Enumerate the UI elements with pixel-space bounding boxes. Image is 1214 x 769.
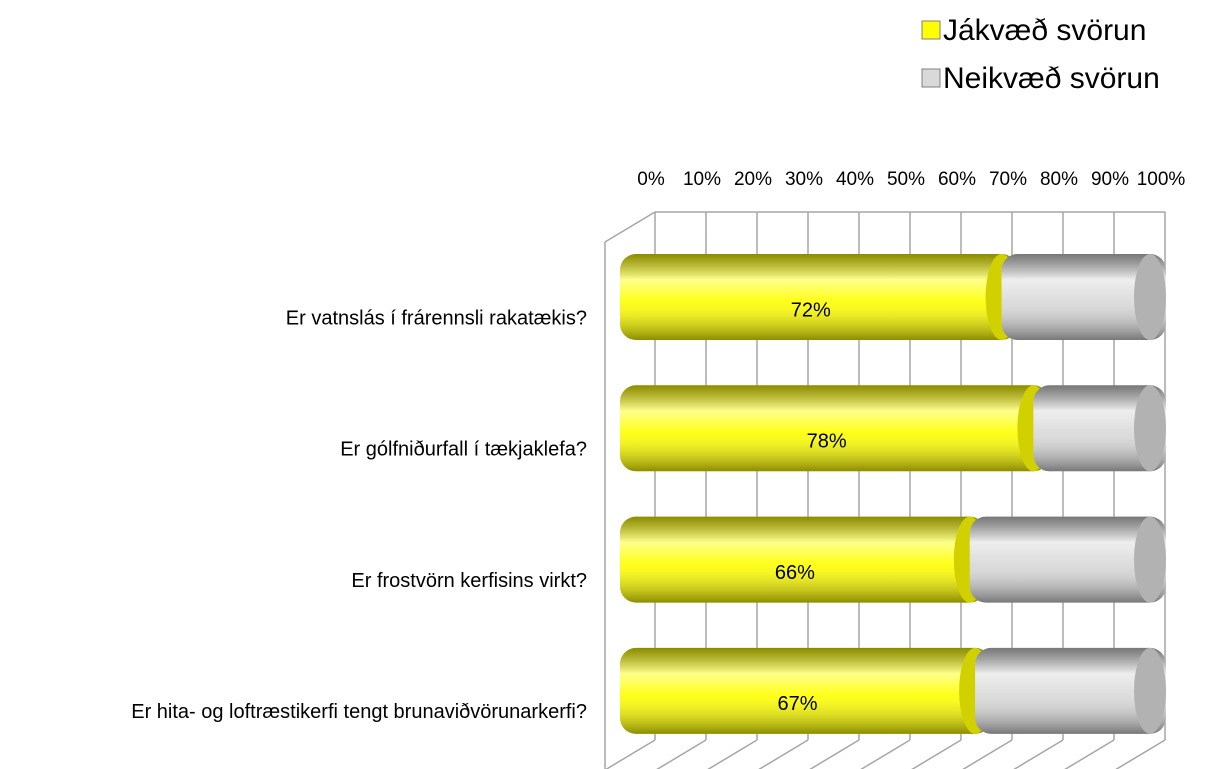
x-tick-label: 90% — [1091, 169, 1129, 190]
legend-swatch — [921, 20, 941, 40]
x-tick-label: 80% — [1040, 169, 1078, 190]
x-tick-label: 40% — [836, 169, 874, 190]
bar-segment — [975, 647, 1166, 734]
category-label: Er hita- og loftræstikerfi tengt brunavi… — [131, 701, 587, 723]
grid-line — [1115, 739, 1166, 769]
data-label: 66% — [775, 562, 815, 584]
bar-segment — [620, 647, 992, 734]
x-tick-label: 10% — [683, 169, 721, 190]
legend-label: Jákvæð svörun — [943, 14, 1146, 47]
data-label: 72% — [791, 299, 831, 321]
x-tick-label: 70% — [989, 169, 1027, 190]
x-tick-label: 60% — [938, 169, 976, 190]
bar-segment — [620, 385, 1050, 472]
grid-line — [911, 739, 962, 769]
bar-segment — [1001, 254, 1166, 340]
grid-line — [1013, 739, 1064, 769]
category-label: Er frostvörn kerfisins virkt? — [351, 570, 587, 592]
x-tick-label: 100% — [1137, 169, 1186, 190]
x-tick-label: 0% — [637, 169, 665, 190]
bar-segment — [620, 254, 1018, 340]
grid-line — [860, 739, 911, 769]
category-label: Er gólfniðurfall í tækjaklefa? — [340, 439, 587, 461]
data-label: 78% — [807, 431, 847, 453]
grid-line — [758, 739, 809, 769]
grid-line — [962, 739, 1013, 769]
x-tick-label: 50% — [887, 169, 925, 190]
grid-line — [656, 739, 707, 769]
x-tick-label: 30% — [785, 169, 823, 190]
grid-line — [809, 739, 860, 769]
grid-line — [1064, 739, 1115, 769]
grid-line — [707, 739, 758, 769]
category-label: Er vatnslás í frárennsli rakatækis? — [286, 307, 587, 329]
bar-segment — [969, 516, 1166, 603]
x-tick-label: 20% — [734, 169, 772, 190]
grid-line — [605, 739, 656, 769]
legend-swatch — [921, 68, 941, 88]
data-label: 67% — [778, 693, 818, 715]
legend-label: Neikvæð svörun — [943, 62, 1160, 95]
bar-segment — [620, 516, 986, 603]
bar-segment — [1033, 385, 1166, 472]
